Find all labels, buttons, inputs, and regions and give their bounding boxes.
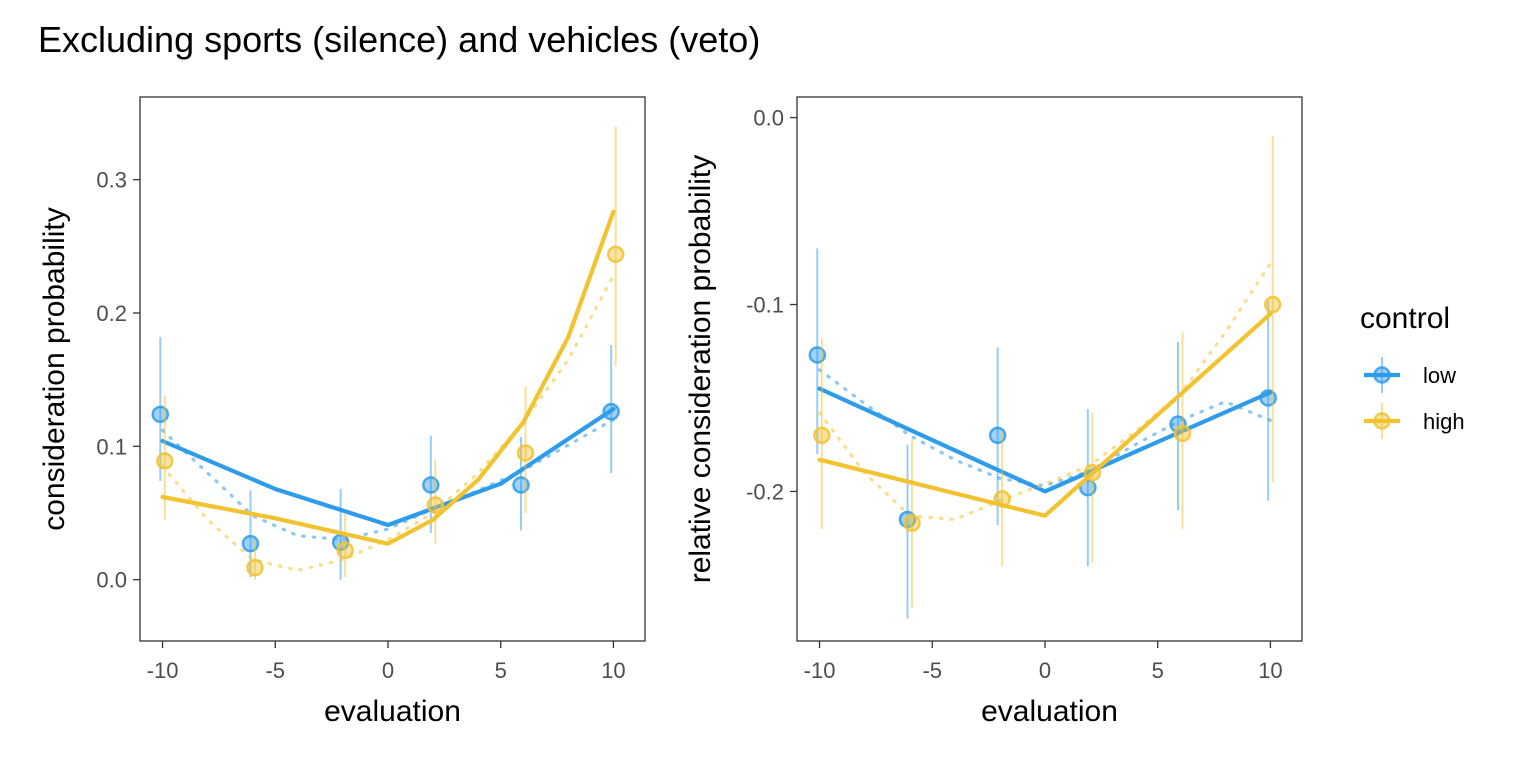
legend: control low high — [1360, 302, 1465, 439]
y-tick-label: 0.0 — [753, 106, 784, 131]
data-point — [426, 496, 445, 514]
smooth-line-high — [160, 274, 616, 572]
data-point — [516, 444, 535, 462]
smooth-line-low — [817, 368, 1273, 488]
x-tick-label: -10 — [147, 658, 179, 683]
series-high — [156, 126, 625, 580]
y-tick-label: 0.2 — [96, 301, 127, 326]
series-low — [808, 248, 1277, 619]
x-axis-label: evaluation — [324, 695, 461, 728]
data-point — [606, 245, 625, 264]
x-tick-label: -5 — [265, 658, 285, 683]
y-tick-label: -0.2 — [746, 479, 784, 504]
y-tick-label: 0.3 — [96, 168, 127, 193]
data-point — [602, 402, 620, 421]
x-tick-label: 5 — [495, 658, 507, 683]
fit-line-high — [160, 209, 616, 546]
y-tick-label: 0.0 — [96, 568, 127, 593]
panel-left: -10 -5 0 5 10 0.0 0.1 0.2 0.3 evaluation considera… — [38, 96, 646, 728]
fit-line-low — [160, 406, 616, 528]
x-tick-label: 0 — [382, 658, 394, 683]
x-tick-label: -10 — [804, 658, 836, 683]
x-axis-label: evaluation — [981, 695, 1118, 728]
legend-entry-low: low — [1364, 357, 1456, 393]
x-tick-label: -5 — [922, 658, 942, 683]
data-point — [993, 490, 1011, 508]
panel-right: -10 -5 0 5 10 0.0 -0.1 -0.2 evaluation relative c… — [684, 96, 1303, 728]
chart-title: Excluding sports (silence) and vehicles … — [38, 19, 760, 60]
x-tick-label: 10 — [1258, 658, 1282, 683]
series-high — [813, 136, 1282, 608]
data-point — [813, 426, 831, 445]
y-axis-label: relative consideration probability — [684, 155, 717, 584]
legend-label: high — [1423, 409, 1465, 434]
x-tick-label: 5 — [1152, 658, 1164, 683]
y-axis-label: consideration probability — [38, 207, 71, 531]
y-tick-label: 0.1 — [96, 434, 127, 459]
data-point — [903, 514, 921, 532]
smooth-line-low — [160, 418, 616, 542]
legend-entry-high: high — [1364, 403, 1465, 439]
smooth-line-high — [817, 261, 1273, 522]
panels: -10 -5 0 5 10 0.0 0.1 0.2 0.3 evaluation considera… — [38, 96, 1303, 728]
panel-frame — [796, 96, 1303, 642]
data-point — [1083, 464, 1102, 482]
legend-title: control — [1360, 302, 1450, 335]
x-tick-label: 10 — [601, 658, 625, 683]
legend-label: low — [1423, 363, 1456, 388]
data-point — [246, 558, 264, 577]
legend-key-point — [1373, 366, 1391, 384]
panel-frame — [139, 96, 646, 642]
fit-line-high — [817, 311, 1273, 518]
data-point — [1263, 295, 1282, 314]
data-point — [1173, 424, 1192, 443]
legend-key-point — [1373, 412, 1391, 430]
data-point — [156, 452, 174, 470]
x-tick-label: 0 — [1039, 658, 1051, 683]
data-point — [336, 541, 354, 560]
fit-line-low — [817, 386, 1273, 494]
y-tick-label: -0.1 — [746, 293, 784, 318]
